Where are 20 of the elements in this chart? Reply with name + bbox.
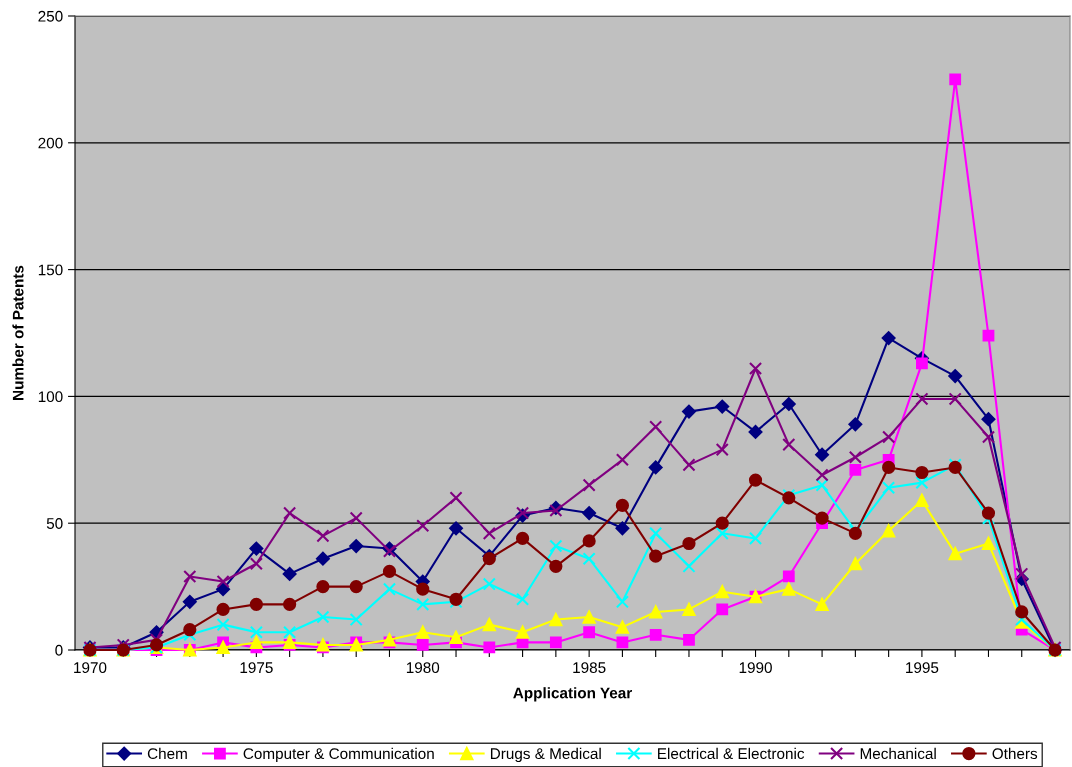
x-tick-label: 1990 (739, 662, 772, 674)
y-tick-label: 0 (55, 644, 63, 656)
x-tick-label: 1985 (573, 662, 606, 674)
y-tick-label: 100 (38, 391, 63, 403)
x-tick-label: 1980 (406, 662, 440, 674)
y-tick-label: 50 (46, 518, 63, 529)
x-tick-label: 1970 (74, 662, 107, 674)
legend-label: Computer & Communication (243, 747, 434, 763)
legend-label: Drugs & Medical (490, 747, 601, 763)
legend-label: Others (992, 747, 1038, 760)
x-axis-title: Application Year (513, 687, 632, 702)
y-tick-label: 250 (38, 10, 63, 22)
x-tick-label: 1995 (906, 662, 939, 674)
legend-label: Mechanical (860, 747, 936, 760)
legend-label: Electrical & Electronic (658, 747, 805, 760)
y-tick-label: 150 (38, 264, 63, 276)
legend-label: Chem (147, 747, 187, 760)
y-tick-label: 200 (38, 137, 63, 149)
y-axis-title: Number of Patents (12, 265, 24, 400)
x-tick-label: 1975 (240, 662, 273, 674)
